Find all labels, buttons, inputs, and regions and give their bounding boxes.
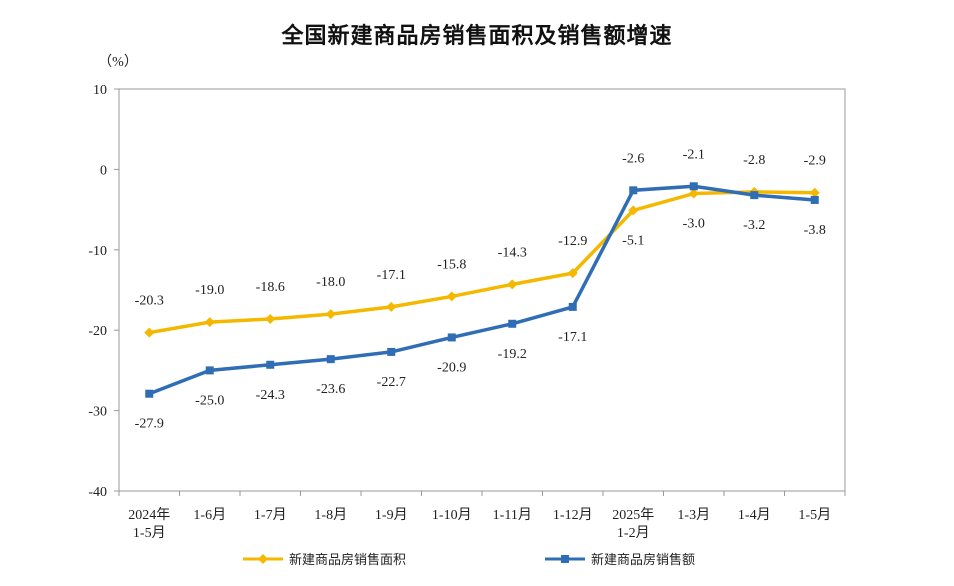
series-line-2 xyxy=(148,184,815,396)
y-tick-label: -30 xyxy=(88,405,107,420)
x-tick-label: 1-11月 xyxy=(493,507,532,523)
data-point xyxy=(144,327,155,338)
y-tick-label: -40 xyxy=(88,485,107,500)
data-label: -18.0 xyxy=(316,275,345,290)
data-label: -17.1 xyxy=(558,330,587,345)
data-point xyxy=(629,186,638,195)
data-point xyxy=(689,182,698,191)
data-label: -2.8 xyxy=(743,153,765,168)
data-label: -20.3 xyxy=(135,294,164,309)
data-point xyxy=(507,279,518,290)
data-point xyxy=(387,347,396,356)
data-point xyxy=(386,301,397,312)
data-label: -2.1 xyxy=(683,147,705,162)
x-tick-label: 2024年 xyxy=(128,507,170,523)
y-tick-label: -20 xyxy=(88,324,107,339)
x-tick-label: 2025年 xyxy=(612,507,654,523)
data-point xyxy=(567,268,578,279)
data-label: -3.8 xyxy=(804,223,826,238)
legend-label: 新建商品房销售额 xyxy=(591,552,695,568)
data-label: -14.3 xyxy=(498,245,527,260)
data-label: -19.0 xyxy=(195,283,224,298)
data-label: -3.0 xyxy=(683,217,705,232)
x-tick-label: 1-7月 xyxy=(254,507,287,523)
data-label: -2.9 xyxy=(804,154,826,169)
data-point xyxy=(266,360,275,369)
legend-label: 新建商品房销售面积 xyxy=(289,552,406,568)
x-tick-label: 1-2月 xyxy=(617,525,650,541)
data-point xyxy=(205,366,214,375)
data-point xyxy=(809,187,820,198)
data-point xyxy=(688,188,699,199)
legend-marker xyxy=(258,554,268,564)
x-tick-label: 1-8月 xyxy=(314,507,347,523)
chart-title: 全国新建商品房销售面积及销售额增速 xyxy=(281,24,673,49)
data-label: -15.8 xyxy=(437,257,466,272)
x-tick-label: 1-5月 xyxy=(133,525,166,541)
data-point xyxy=(265,313,276,324)
data-point xyxy=(750,191,759,200)
data-label: -22.7 xyxy=(377,375,406,390)
data-label: -17.1 xyxy=(377,268,406,283)
data-label: -23.6 xyxy=(316,382,345,397)
data-point xyxy=(447,333,456,342)
y-axis-unit: （%） xyxy=(98,54,138,70)
data-point xyxy=(326,355,335,364)
y-tick-label: 0 xyxy=(100,163,107,178)
data-label: -12.9 xyxy=(558,234,587,249)
data-label: -5.1 xyxy=(622,233,644,248)
data-label: -2.6 xyxy=(622,151,644,166)
x-tick-label: 1-12月 xyxy=(553,507,593,523)
series-line-1 xyxy=(148,190,815,335)
data-point xyxy=(145,389,154,398)
data-point xyxy=(325,309,336,320)
y-tick-label: 10 xyxy=(93,83,107,98)
data-label: -24.3 xyxy=(256,388,285,403)
data-point xyxy=(628,205,639,216)
data-label: -27.9 xyxy=(135,417,164,432)
data-label: -18.6 xyxy=(256,280,285,295)
data-point xyxy=(568,302,577,311)
data-point xyxy=(508,319,517,328)
x-tick-label: 1-4月 xyxy=(738,507,771,523)
x-tick-label: 1-10月 xyxy=(432,507,472,523)
y-tick-label: -10 xyxy=(88,244,107,259)
x-tick-label: 1-6月 xyxy=(193,507,226,523)
data-point xyxy=(204,317,215,328)
data-label: -19.2 xyxy=(498,347,527,362)
data-label: -20.9 xyxy=(437,360,466,375)
legend-marker xyxy=(561,555,569,563)
data-label: -3.2 xyxy=(743,218,765,233)
data-point xyxy=(446,291,457,302)
data-point xyxy=(810,195,819,204)
x-tick-label: 1-9月 xyxy=(375,507,408,523)
data-label: -25.0 xyxy=(195,393,224,408)
x-tick-label: 1-3月 xyxy=(677,507,710,523)
x-tick-label: 1-5月 xyxy=(798,507,831,523)
